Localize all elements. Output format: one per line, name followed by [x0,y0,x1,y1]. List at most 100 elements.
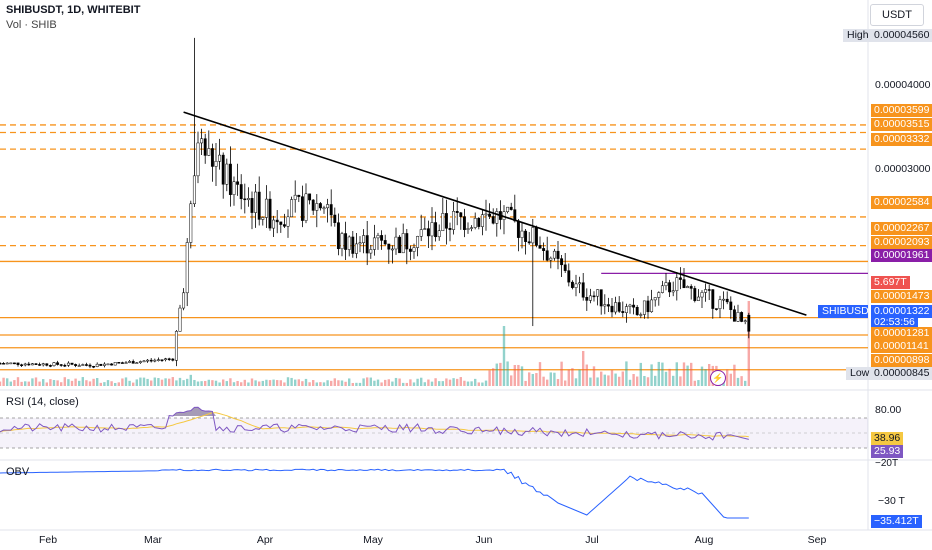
candle-body [704,289,708,293]
candle-body [268,198,272,229]
volume-bar [402,382,405,386]
candle-body [549,257,553,261]
volume-bar [600,371,603,386]
volume-legend[interactable]: Vol · SHIB [6,19,57,31]
candle-body [747,314,751,332]
volume-bar [211,380,214,386]
candle-body [646,300,650,313]
candle-body [160,359,164,361]
candle-body [365,235,369,254]
volume-bar [34,377,38,386]
volume-bar [520,366,524,386]
volume-bar [470,381,473,386]
volume-bar [524,380,527,386]
obv-title[interactable]: OBV [6,466,30,478]
candle-body [333,214,337,223]
rsi-title[interactable]: RSI (14, close) [6,396,79,408]
candle-body [480,214,484,227]
last-price-tag: 0.00001322 [871,305,932,318]
volume-bar [366,377,369,386]
lightning-icon[interactable]: ⚡ [710,370,726,386]
volume-bar [16,377,20,386]
candle-body [308,193,312,201]
volume-bar [607,375,610,386]
candle-body [171,358,175,361]
volume-bar [301,381,304,386]
volume-bar [268,380,272,386]
candle-body [617,302,621,312]
volume-bar [448,379,452,386]
volume-bar [9,381,12,386]
symbol-tag[interactable]: SHIBUSDT [818,305,875,318]
candle-body [383,240,387,245]
volume-bar [690,362,693,386]
candle-body [387,243,391,250]
candle-body [113,362,117,366]
trendline[interactable] [183,111,807,316]
volume-bar [704,369,707,386]
candle-body [272,219,276,229]
candle-body [682,279,686,289]
candle-body [668,282,672,293]
volume-bar [45,382,48,386]
volume-bar [409,379,412,386]
volume-bar [700,366,704,386]
candle-body [167,358,171,360]
volume-bar [240,382,243,386]
candle-body [290,199,294,218]
volume-bar [459,377,462,386]
candle-body [293,194,297,200]
volume-bar [492,368,495,386]
volume-bar [168,378,171,386]
volume-bar [196,381,200,386]
volume-bar [549,372,552,386]
candle-body [653,297,657,301]
volume-bar [488,370,491,386]
volume-bar [110,381,113,386]
candle-body [732,309,736,322]
volume-bar [603,374,606,386]
candle-body [448,228,452,230]
rsi-line [0,406,749,441]
rsi-overbought-fill [165,407,220,416]
volume-bar [27,381,30,386]
volume-bar [229,378,232,386]
volume-bar [553,372,556,386]
candle-body [20,364,24,366]
candle-body [412,247,416,252]
candle-body [416,236,420,248]
candle-body [585,297,589,301]
volume-bar [632,374,635,386]
volume-bar [142,377,146,386]
volume-bar [106,380,110,386]
volume-bar [78,380,81,386]
volume-bar [693,380,696,386]
volume-bar [484,380,488,386]
candle-body [603,304,607,307]
candlesticks [0,37,751,369]
candle-body [207,148,211,156]
candle-body [200,138,204,144]
obv-value-tag: −35.412T [871,515,922,528]
high-label: High [843,29,873,42]
volume-bar [362,378,365,386]
volume-bar [114,382,117,386]
volume-bar [542,376,545,386]
level-tag: 0.00003599 [871,104,932,117]
volume-bar [610,370,614,386]
candle-body [102,363,106,366]
currency-button[interactable]: USDT [870,4,924,26]
volume-bar [387,379,390,386]
candle-body [84,364,88,366]
candle-body [254,191,258,213]
candle-body [142,360,146,363]
candle-body [567,270,571,283]
volume-bar [592,366,596,386]
candle-body [657,292,661,298]
candle-body [5,362,9,365]
volume-bar [294,379,297,386]
symbol-legend[interactable]: SHIBUSDT, 1D, WHITEBIT [6,4,141,16]
volume-bar [103,382,106,386]
volume-bar [589,377,592,386]
